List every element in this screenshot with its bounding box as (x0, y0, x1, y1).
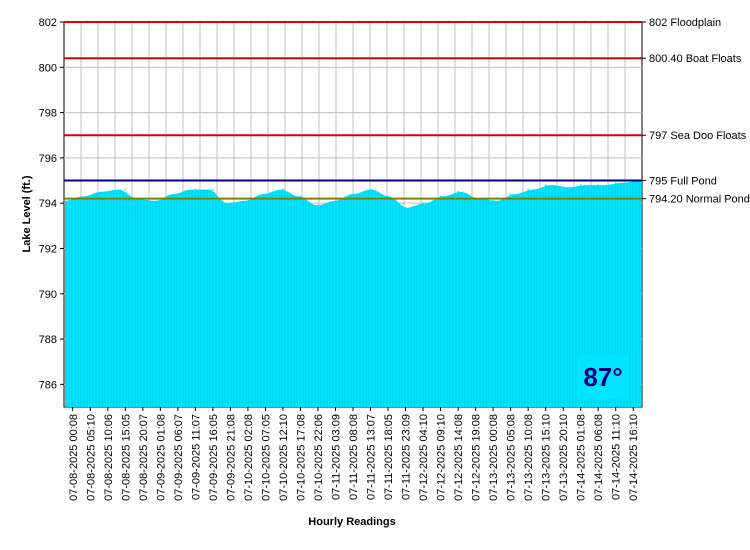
data-point (282, 188, 284, 191)
x-tick-label: 07-12-2025 09:10 (436, 414, 448, 501)
data-point (124, 188, 127, 191)
data-point (106, 191, 109, 193)
data-point (71, 200, 74, 202)
x-tick-label: 07-10-2025 02:08 (243, 414, 255, 501)
x-tick-label: 07-10-2025 12:10 (278, 414, 290, 501)
area-hatch (65, 180, 640, 407)
y-tick-label: 796 (39, 153, 57, 165)
x-tick-label: 07-08-2025 10:06 (103, 414, 115, 501)
y-tick-label: 790 (39, 289, 57, 301)
data-point (247, 200, 249, 202)
y-tick-label: 802 (39, 17, 57, 29)
data-point (212, 188, 214, 191)
reference-label: 802 Floodplain (649, 17, 721, 29)
x-tick-label: 07-11-2025 13:07 (366, 414, 378, 500)
x-tick-label: 07-14-2025 16:10 (628, 414, 640, 501)
level-area (65, 180, 641, 407)
x-tick-label: 07-13-2025 00:08 (488, 414, 500, 501)
x-tick-label: 07-09-2025 11:07 (190, 414, 202, 500)
data-point (264, 193, 267, 195)
reference-label: 795 Full Pond (649, 176, 717, 188)
x-tick-label: 07-09-2025 01:08 (155, 414, 167, 501)
x-tick-label: 07-11-2025 23:09 (401, 414, 413, 500)
x-tick-label: 07-10-2025 22:06 (313, 414, 325, 501)
reference-label: 800.40 Boat Floats (649, 53, 742, 65)
y-axis-ticks: 786 788 790 792 794 796 798 800 802 (39, 17, 64, 391)
y-tick-label: 800 (39, 62, 57, 74)
x-tick-label: 07-10-2025 07:05 (260, 414, 272, 501)
x-tick-label: 07-09-2025 06:07 (173, 414, 185, 501)
x-tick-label: 07-11-2025 18:05 (383, 414, 395, 500)
x-tick-label: 07-11-2025 03:09 (330, 414, 342, 500)
reference-lines: 802 Floodplain 800.40 Boat Floats 797 Sea … (64, 17, 750, 206)
data-point (194, 188, 197, 191)
x-tick-label: 07-08-2025 20:07 (138, 414, 150, 501)
reference-label: 797 Sea Doo Floats (649, 130, 747, 142)
data-point (317, 204, 319, 207)
y-tick-label: 798 (39, 108, 57, 120)
x-tick-label: 07-14-2025 01:08 (576, 414, 588, 501)
data-point (89, 195, 92, 198)
x-tick-label: 07-08-2025 05:10 (85, 414, 97, 501)
x-tick-label: 07-13-2025 10:08 (523, 414, 535, 501)
x-tick-label: 07-13-2025 20:10 (558, 414, 570, 501)
y-tick-label: 792 (39, 243, 57, 255)
x-tick-label: 07-12-2025 19:08 (471, 414, 483, 501)
data-point (352, 193, 354, 195)
data-point (562, 186, 564, 189)
y-tick-label: 794 (39, 198, 57, 210)
x-tick-label: 07-12-2025 14:08 (453, 414, 465, 501)
data-point (527, 188, 529, 191)
lake-level-series (65, 179, 641, 407)
y-tick-label: 788 (39, 334, 57, 346)
data-point (614, 181, 617, 184)
x-tick-label: 07-12-2025 04:10 (418, 414, 430, 501)
x-axis-ticks: 07-08-2025 00:08 07-08-2025 05:10 07-08-20… (68, 407, 640, 501)
data-point (404, 206, 407, 209)
x-tick-label: 07-08-2025 00:08 (68, 414, 80, 501)
temperature-badge: 87° (577, 355, 629, 399)
x-tick-label: 07-08-2025 15:05 (120, 414, 132, 501)
reference-label: 794.20 Normal Pond (649, 194, 750, 206)
x-axis-title: Hourly Readings (308, 516, 395, 528)
data-point (159, 200, 162, 202)
data-point (597, 184, 600, 186)
x-tick-label: 07-13-2025 05:08 (506, 414, 518, 501)
x-tick-label: 07-13-2025 15:10 (541, 414, 553, 501)
data-point (229, 202, 232, 204)
x-tick-label: 07-11-2025 08:08 (348, 414, 360, 500)
data-point (457, 191, 459, 193)
data-point (177, 193, 179, 195)
data-point (334, 200, 337, 202)
x-tick-label: 07-14-2025 11:10 (611, 414, 623, 500)
x-tick-label: 07-10-2025 17:08 (295, 414, 307, 501)
x-tick-label: 07-09-2025 21:08 (225, 414, 237, 501)
y-tick-label: 786 (39, 379, 57, 391)
x-tick-label: 07-14-2025 06:08 (593, 414, 605, 501)
data-point (369, 188, 372, 191)
x-tick-label: 07-09-2025 16:05 (208, 414, 220, 501)
data-point (492, 200, 494, 202)
y-axis-title: Lake Level (ft.) (21, 175, 33, 252)
data-point (509, 193, 512, 195)
data-point (439, 195, 442, 198)
data-point (299, 195, 302, 198)
data-point (579, 184, 582, 186)
data-point (422, 202, 424, 204)
data-point (387, 195, 389, 198)
data-point (544, 184, 547, 186)
